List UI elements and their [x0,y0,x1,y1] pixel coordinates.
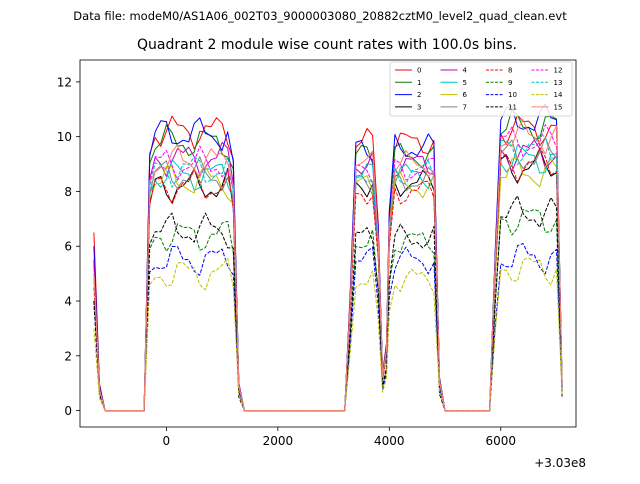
series-line-14 [93,257,563,412]
legend-label: 1 [417,79,421,87]
y-tick-label: 10 [57,130,72,144]
legend-label: 15 [554,103,563,111]
series-line-0 [93,114,563,412]
series-line-8 [93,147,563,412]
y-tick-label: 0 [64,404,72,418]
series-line-10 [93,243,563,412]
legend-label: 11 [508,103,517,111]
legend-label: 3 [417,103,421,111]
legend-label: 4 [463,67,468,75]
x-tick-label: 4000 [374,434,405,448]
legend-label: 12 [554,67,563,75]
x-tick-label: 0 [163,434,171,448]
legend-label: 10 [508,91,517,99]
y-tick-label: 4 [64,295,72,309]
y-tick-label: 8 [64,185,72,199]
legend-label: 2 [417,91,421,99]
legend-label: 8 [508,67,512,75]
figure-suptitle: Data file: modeM0/AS1A06_002T03_90000030… [73,9,567,23]
x-offset-label: +3.03e8 [534,456,586,470]
legend-label: 6 [463,91,468,99]
x-tick-label: 2000 [263,434,294,448]
y-tick-label: 2 [64,349,72,363]
legend-label: 14 [554,91,563,99]
series-line-5 [93,144,563,412]
axes-frame [79,59,577,428]
series-line-15 [93,119,563,412]
series-layer [93,103,563,412]
x-tick-label: 6000 [485,434,516,448]
legend-label: 5 [463,79,467,87]
legend-label: 0 [417,67,421,75]
legend-label: 7 [463,103,467,111]
y-tick-label: 12 [57,75,72,89]
y-tick-label: 6 [64,240,72,254]
series-line-9 [93,209,563,412]
legend-label: 13 [554,79,563,87]
series-line-13 [93,134,563,412]
chart-title: Quadrant 2 module wise count rates with … [137,37,517,53]
legend-box [389,61,573,117]
legend-label: 9 [508,79,512,87]
series-line-11 [93,195,563,412]
